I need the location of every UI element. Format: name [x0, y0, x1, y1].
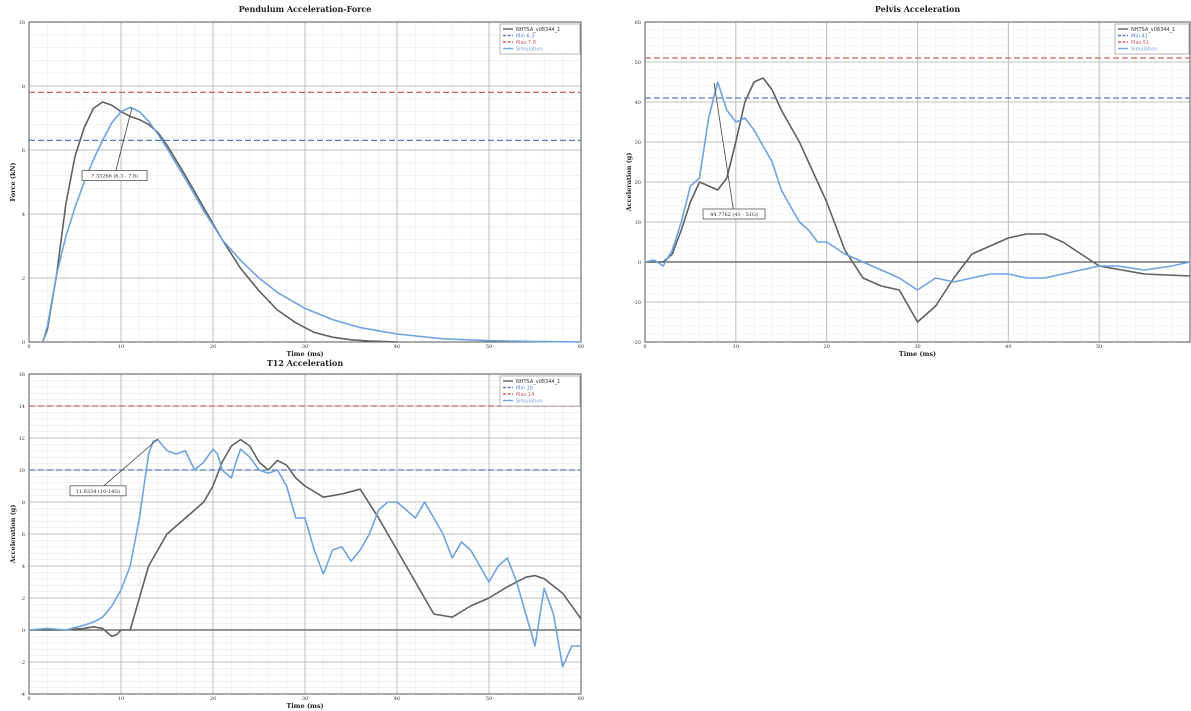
- y-tick-label: 0: [22, 628, 25, 634]
- y-tick-label: 12: [19, 436, 25, 442]
- legend-label: NHTSA_v08344_1: [1131, 27, 1175, 33]
- legend-label: Min 41: [1131, 33, 1148, 39]
- x-tick-label: 0: [643, 344, 646, 350]
- x-tick-label: 0: [27, 344, 30, 350]
- y-tick-label: -4: [20, 692, 25, 698]
- major-grid: [28, 21, 582, 343]
- x-tick-label: 30: [914, 344, 920, 350]
- annotation-box: [69, 485, 127, 497]
- y-tick-label: -2: [20, 660, 25, 666]
- series-line-nhtsa-v08344-1: [29, 438, 582, 638]
- legend-label: Simulation: [516, 398, 543, 404]
- y-tick-label: 14: [19, 404, 25, 410]
- y-tick-label: 6: [22, 148, 25, 154]
- chart-3: 0 10 20 30 40 50 60 -4 -2 0 2 4 6 8 10 12 14 16 T12 Accele…: [9, 358, 584, 710]
- chart-title: Pelvis Acceleration: [875, 4, 961, 14]
- y-tick-label: 40: [635, 100, 641, 106]
- major-grid: [28, 373, 582, 695]
- legend-box: [499, 375, 581, 407]
- x-tick-label: 40: [1005, 344, 1011, 350]
- y-tick-label: 0: [638, 260, 641, 266]
- x-tick-label: 50: [486, 344, 492, 350]
- x-tick-label: 40: [394, 344, 400, 350]
- annotation-leader: [713, 82, 735, 215]
- annotation-text: 44.7762 (41 - 51G): [710, 211, 758, 218]
- legend-label: Simulation: [516, 46, 543, 52]
- y-tick-label: 8: [22, 500, 25, 506]
- chart-title: T12 Acceleration: [267, 358, 344, 368]
- x-tick-label: 0: [27, 696, 30, 702]
- series-line-nhtsa-v08344-1: [42, 101, 398, 343]
- series-line-simulation: [644, 81, 1191, 291]
- x-tick-label: 10: [118, 696, 124, 702]
- legend-box: [499, 23, 581, 55]
- plot-frame: [28, 373, 582, 695]
- annotation: 44.7762 (41 - 51G): [702, 82, 766, 220]
- y-tick-label: 60: [635, 20, 641, 26]
- x-tick-label: 10: [733, 344, 739, 350]
- x-tick-label: 30: [302, 696, 308, 702]
- legend-label: Max 7.8: [516, 40, 536, 46]
- x-tick-label: 20: [823, 344, 829, 350]
- legend-label: Simulation: [1131, 46, 1158, 52]
- y-tick-label: 10: [19, 468, 25, 474]
- x-tick-label: 20: [210, 696, 216, 702]
- annotation: 7.33266 (6.3 - 7.8): [81, 107, 148, 182]
- y-tick-label: 4: [22, 212, 25, 218]
- x-tick-label: 10: [118, 344, 124, 350]
- chart-2: 0 10 20 30 40 50 -20 -10 0 10 20 30 40 50 60 Pelvis Acc…: [625, 4, 1191, 358]
- x-tick-label: 50: [1096, 344, 1102, 350]
- series-line-nhtsa-v08344-1: [645, 77, 1191, 323]
- y-tick-label: -20: [633, 340, 641, 346]
- legend-label: NHTSA_v08344_1: [516, 379, 560, 385]
- y-tick-label: 0: [22, 340, 25, 346]
- y-tick-label: 10: [19, 20, 25, 26]
- y-tick-label: -10: [633, 300, 641, 306]
- y-tick-label: 20: [635, 180, 641, 186]
- annotation: 11.9334 (10-14G): [69, 438, 159, 497]
- y-tick-label: 4: [22, 564, 25, 570]
- plot-frame: [644, 21, 1191, 343]
- annotation-text: 7.33266 (6.3 - 7.8): [91, 173, 138, 180]
- annotation-box: [81, 170, 148, 182]
- x-tick-label: 60: [578, 344, 584, 350]
- x-axis-label: Time (ms): [286, 702, 323, 710]
- series-line-simulation: [42, 106, 582, 343]
- annotation-text: 11.9334 (10-14G): [76, 488, 121, 495]
- plot-frame: [28, 21, 582, 343]
- x-tick-label: 40: [394, 696, 400, 702]
- chart-1: 0 10 20 30 40 50 60 0 2 4 6 8 10 Pendulum Acceleratio…: [9, 4, 584, 358]
- x-tick-label: 30: [302, 344, 308, 350]
- y-tick-label: 8: [22, 84, 25, 90]
- y-axis-label: Acceleration (g): [9, 505, 17, 565]
- legend-label: Max 14: [516, 392, 534, 398]
- x-tick-label: 60: [578, 696, 584, 702]
- x-axis-label: Time (ms): [899, 350, 936, 358]
- y-axis-label: Force (kN): [9, 163, 17, 202]
- y-tick-label: 2: [22, 276, 25, 282]
- annotation-box: [702, 208, 766, 220]
- legend-label: NHTSA_v08344_1: [516, 27, 560, 33]
- annotation-leader: [114, 107, 133, 176]
- series-line-simulation: [28, 438, 581, 668]
- y-axis-label: Acceleration (g): [625, 153, 633, 213]
- x-tick-label: 50: [486, 696, 492, 702]
- legend-label: Min 10: [516, 385, 533, 391]
- y-tick-label: 6: [22, 532, 25, 538]
- y-tick-label: 2: [22, 596, 25, 602]
- annotation-leader: [97, 438, 159, 492]
- y-tick-label: 50: [635, 60, 641, 66]
- legend-label: Min 6.3: [516, 33, 534, 39]
- chart-title: Pendulum Acceleration-Force: [239, 4, 372, 14]
- x-tick-label: 20: [210, 344, 216, 350]
- x-axis-label: Time (ms): [286, 350, 323, 358]
- y-tick-label: 30: [635, 140, 641, 146]
- y-tick-label: 16: [19, 372, 25, 378]
- y-tick-label: 10: [635, 220, 641, 226]
- legend-label: Max 51: [1131, 40, 1149, 46]
